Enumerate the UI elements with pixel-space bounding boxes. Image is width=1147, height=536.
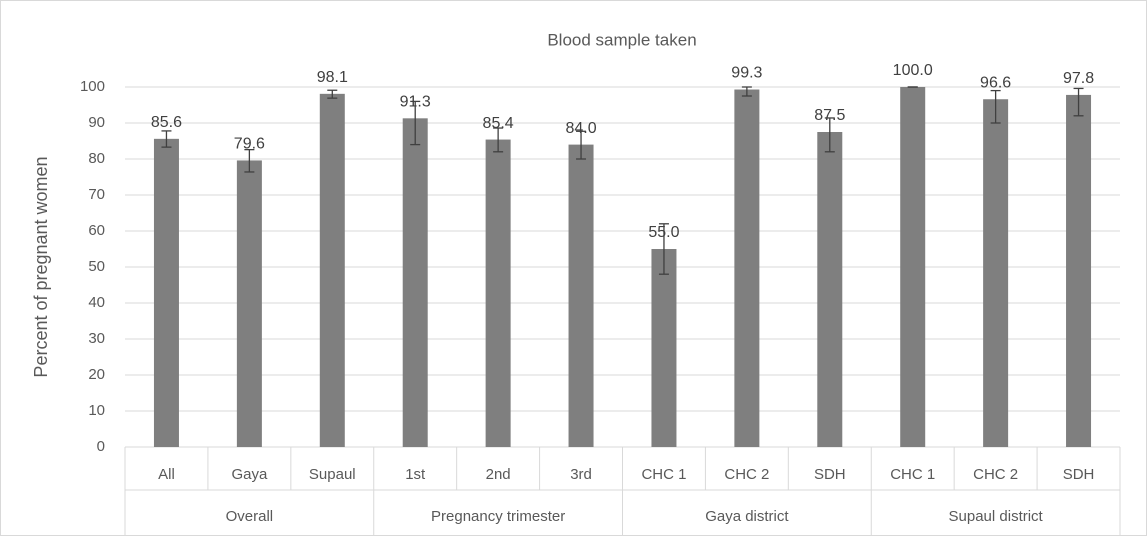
value-label: 96.6: [980, 74, 1011, 91]
x-tick-label: 1st: [405, 466, 426, 483]
value-label: 85.4: [483, 115, 514, 132]
error-bar: [824, 117, 835, 153]
y-tick-label: 50: [88, 258, 105, 275]
y-tick-label: 80: [88, 150, 105, 167]
y-tick-label: 100: [80, 78, 105, 95]
error-bar: [327, 89, 338, 99]
bar: [319, 93, 345, 447]
chart-title: Blood sample taken: [547, 30, 696, 49]
y-tick-label: 0: [97, 438, 105, 455]
group-label: Supaul district: [949, 508, 1044, 525]
bar: [651, 249, 677, 447]
value-label: 85.6: [151, 114, 182, 131]
value-label: 79.6: [234, 136, 265, 153]
value-label: 87.5: [814, 107, 845, 124]
value-label: 98.1: [317, 69, 348, 86]
x-tick-label: CHC 1: [641, 466, 686, 483]
bar: [236, 160, 262, 447]
error-bar: [161, 130, 172, 148]
group-label: Overall: [226, 508, 274, 525]
y-tick-label: 30: [88, 330, 105, 347]
y-tick-label: 60: [88, 222, 105, 239]
value-label: 99.3: [731, 65, 762, 82]
error-bar: [990, 89, 1001, 124]
value-label: 84.0: [565, 120, 596, 137]
error-bar: [741, 86, 752, 97]
bar: [402, 118, 428, 447]
x-tick-label: CHC 1: [890, 466, 935, 483]
error-bar: [1073, 87, 1084, 117]
y-tick-label: 90: [88, 114, 105, 131]
error-bar: [493, 127, 504, 153]
bar: [983, 99, 1009, 448]
bar: [1066, 94, 1092, 448]
x-tick-label: CHC 2: [973, 466, 1018, 483]
y-tick-label: 70: [88, 186, 105, 203]
bar: [485, 139, 511, 447]
x-tick-label: SDH: [814, 466, 846, 483]
group-label: Gaya district: [705, 508, 789, 525]
x-tick-label: Gaya: [231, 466, 268, 483]
bar: [568, 144, 594, 447]
group-label: Pregnancy trimester: [431, 508, 565, 525]
error-bar: [244, 148, 255, 173]
error-bar: [658, 223, 669, 275]
bar: [817, 132, 843, 447]
y-axis-title: Percent of pregnant women: [31, 156, 51, 377]
bar: [734, 89, 760, 448]
bar: [153, 138, 179, 447]
x-tick-label: 2nd: [486, 466, 511, 483]
x-tick-label: All: [158, 466, 175, 483]
value-label: 97.8: [1063, 70, 1094, 87]
y-tick-label: 10: [88, 402, 105, 419]
bar: [900, 87, 926, 447]
error-bar: [410, 100, 421, 146]
x-tick-label: Supaul: [309, 466, 356, 483]
x-tick-label: 3rd: [570, 466, 592, 483]
y-tick-label: 40: [88, 294, 105, 311]
value-label: 55.0: [648, 224, 679, 241]
y-tick-label: 20: [88, 366, 105, 383]
error-bar: [576, 130, 587, 160]
value-label: 100.0: [893, 62, 933, 79]
value-label: 91.3: [400, 94, 431, 111]
x-tick-label: SDH: [1063, 466, 1095, 483]
x-tick-label: CHC 2: [724, 466, 769, 483]
